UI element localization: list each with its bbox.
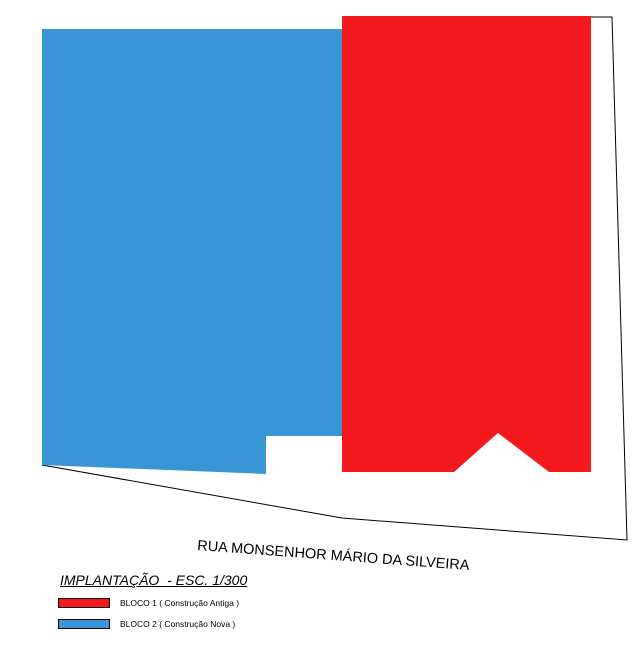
legend-label-block-1: BLOCO 1 ( Construção Antiga ) <box>120 598 240 608</box>
legend-item-block-2: BLOCO 2 ( Construção Nova ) <box>58 618 235 630</box>
legend-item-block-1: BLOCO 1 ( Construção Antiga ) <box>58 597 239 609</box>
legend-swatch-block-2 <box>58 619 110 629</box>
legend-swatch-block-1 <box>58 598 110 608</box>
street-name-label: RUA MONSENHOR MÁRIO DA SILVEIRA <box>197 537 471 574</box>
legend-title: IMPLANTAÇÃO - ESC. 1/300 <box>60 572 248 588</box>
block-2-new-construction <box>42 29 342 474</box>
legend-label-block-2: BLOCO 2 ( Construção Nova ) <box>120 619 236 629</box>
block-1-old-construction <box>342 16 591 472</box>
